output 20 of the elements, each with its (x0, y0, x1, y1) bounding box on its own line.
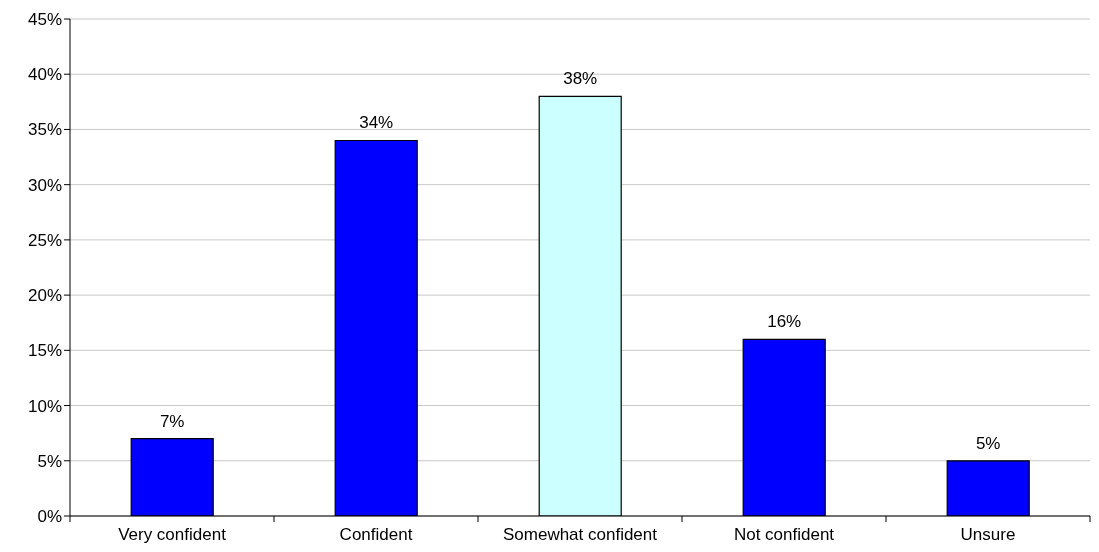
x-tick-label: Unsure (960, 525, 1016, 544)
y-tick-label: 5% (37, 451, 62, 471)
data-label: 34% (359, 113, 394, 133)
y-tick-label: 15% (27, 341, 62, 361)
y-tick-label: 0% (37, 507, 62, 527)
data-label: 38% (563, 69, 598, 89)
y-tick-label: 20% (27, 286, 62, 306)
data-label: 5% (975, 433, 1001, 453)
x-tick-label: Confident (339, 525, 413, 544)
y-tick-label: 30% (27, 175, 62, 195)
x-tick-label: Somewhat confident (502, 525, 658, 544)
data-label: 16% (767, 312, 802, 332)
x-tick-label: Very confident (118, 525, 227, 544)
x-tick-label: Not confident (733, 525, 835, 544)
y-tick-label: 40% (27, 65, 62, 85)
data-label: 7% (159, 411, 185, 431)
y-tick-label: 45% (27, 10, 62, 30)
y-tick-label: 25% (27, 230, 62, 250)
y-tick-label: 35% (27, 120, 62, 140)
y-tick-label: 10% (27, 396, 62, 416)
